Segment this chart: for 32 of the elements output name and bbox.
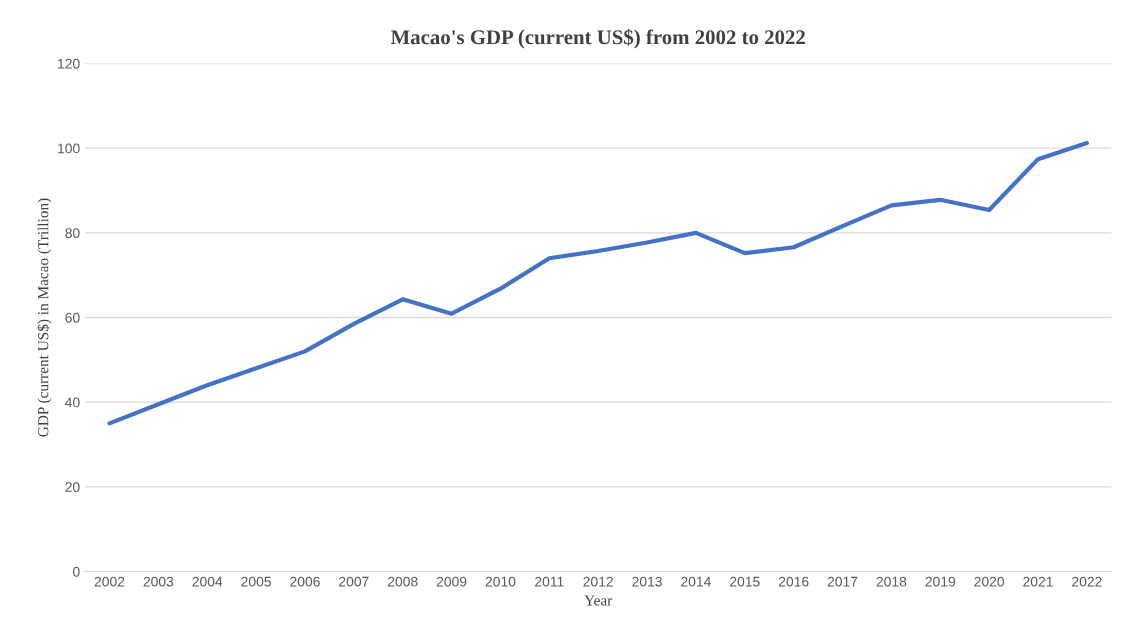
x-axis-title: Year (584, 595, 613, 606)
x-tick-label: 2013 (632, 576, 662, 587)
x-tick-label: 2002 (94, 576, 125, 587)
y-tick-label: 0 (73, 566, 80, 577)
x-tick-label: 2010 (485, 576, 516, 587)
x-tick-label: 2005 (241, 576, 271, 587)
x-tick-label: 2012 (583, 576, 613, 587)
x-tick-label: 2004 (192, 576, 223, 587)
x-tick-label: 2018 (876, 576, 907, 587)
x-tick-label: 2009 (436, 576, 467, 587)
x-tick-label: 2011 (535, 576, 564, 587)
y-tick-label: 60 (65, 312, 80, 323)
chart-title: Macao's GDP (current US$) from 2002 to 2022 (390, 28, 805, 49)
x-tick-label: 2006 (290, 576, 320, 587)
x-tick-label: 2008 (387, 576, 418, 587)
x-tick-label: 2020 (974, 576, 1005, 587)
x-tick-label: 2017 (827, 576, 858, 587)
y-tick-label: 120 (58, 58, 80, 69)
x-tick-label: 2003 (143, 576, 174, 587)
x-tick-label: 2021 (1023, 576, 1053, 587)
y-tick-label: 80 (65, 228, 80, 238)
y-tick-label: 40 (65, 397, 80, 408)
x-tick-label: 2022 (1072, 576, 1102, 587)
x-tick-label: 2019 (925, 576, 956, 587)
y-axis-title: GDP (current US$) in Macao (Trillion) (37, 198, 52, 437)
y-tick-label: 20 (65, 482, 80, 492)
line-series (107, 141, 1089, 426)
x-tick-label: 2014 (681, 576, 711, 587)
y-tick-label: 100 (58, 143, 80, 154)
x-tick-label: 2015 (730, 576, 760, 587)
x-tick-label: 2007 (339, 576, 369, 587)
x-tick-label: 2016 (778, 576, 809, 587)
